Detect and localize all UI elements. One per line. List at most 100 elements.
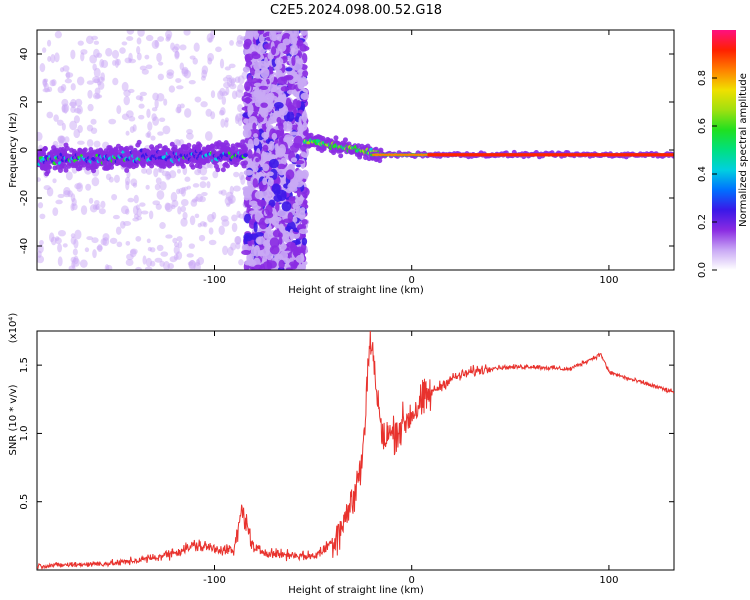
heatmap-cell	[240, 174, 246, 185]
heatmap-cell	[288, 44, 299, 56]
spectrogram-y-tick-label: 40	[19, 48, 30, 61]
heatmap-cell	[156, 244, 164, 252]
heatmap-cell	[267, 262, 273, 270]
heatmap-cell	[208, 227, 214, 235]
heatmap-cell	[70, 49, 76, 60]
heatmap-cell	[186, 132, 194, 140]
heatmap-cell	[290, 157, 298, 163]
heatmap-cell	[160, 251, 169, 257]
heatmap-cell	[295, 39, 304, 47]
spectrogram-x-axis-label: Height of straight line (km)	[288, 285, 424, 296]
heatmap-cell	[139, 91, 148, 97]
heatmap-cell	[206, 162, 212, 169]
heatmap-cell	[199, 166, 208, 176]
heatmap-cell	[261, 131, 270, 139]
heatmap-cell	[139, 65, 147, 71]
snr-line	[37, 331, 674, 570]
heatmap-cell	[253, 82, 262, 87]
heatmap-cell	[286, 241, 296, 248]
heatmap-cell	[292, 202, 299, 210]
heatmap-cell	[80, 52, 85, 62]
colorbar-tick-label: 0.4	[697, 166, 708, 182]
heatmap-cell	[300, 30, 308, 36]
spectrogram-y-tick-label: -40	[19, 238, 30, 254]
heatmap-cell	[278, 237, 283, 245]
heatmap-cell	[104, 264, 110, 270]
heatmap-cell	[292, 73, 301, 83]
heatmap-cell	[189, 55, 196, 60]
heatmap-cell	[76, 76, 85, 86]
heatmap-cell	[255, 157, 260, 163]
heatmap-cell	[194, 213, 200, 219]
heatmap-cell	[132, 205, 139, 216]
heatmap-cell	[194, 169, 202, 176]
heatmap-cell	[296, 99, 302, 109]
heatmap-cell	[111, 193, 118, 201]
heatmap-cell	[201, 192, 208, 197]
heatmap-cell	[294, 159, 305, 165]
heatmap-cell	[157, 131, 164, 136]
heatmap-cell	[79, 259, 88, 268]
heatmap-cell	[302, 199, 308, 205]
heatmap-cell	[140, 210, 149, 215]
heatmap-cell	[177, 240, 183, 249]
heatmap-cell	[56, 119, 64, 126]
heatmap-cell	[145, 132, 151, 138]
heatmap-cell	[277, 150, 283, 156]
heatmap-cell	[136, 37, 142, 45]
heatmap-cell	[47, 86, 53, 92]
heatmap-cell	[96, 245, 103, 251]
heatmap-cell	[262, 177, 268, 186]
heatmap-cell	[268, 158, 279, 169]
heatmap-cell	[138, 114, 145, 120]
heatmap-cell	[197, 143, 203, 149]
heatmap-cell	[275, 216, 282, 222]
heatmap-cell	[267, 84, 278, 93]
heatmap-cell	[137, 30, 145, 37]
heatmap-cell	[140, 163, 146, 169]
heatmap-cell	[242, 66, 250, 73]
heatmap-cell	[278, 168, 285, 176]
heatmap-cell	[145, 184, 150, 190]
heatmap-cell	[252, 122, 257, 132]
heatmap-cell	[179, 62, 185, 71]
heatmap-cell	[271, 33, 277, 42]
heatmap-cell	[267, 177, 274, 187]
heatmap-cell	[243, 169, 254, 176]
heatmap-cell	[184, 176, 191, 182]
heatmap-cell	[217, 90, 224, 100]
snr-y-tick-label: 1.5	[19, 357, 30, 373]
heatmap-cell	[82, 147, 88, 153]
colorbar-ticks: 0.0 0.2 0.4 0.6 0.8	[697, 70, 717, 278]
snr-x-tick-label: 0	[409, 575, 415, 586]
heatmap-cell	[197, 223, 202, 228]
heatmap-cell	[203, 221, 208, 228]
heatmap-cell	[136, 52, 142, 61]
heatmap-cell	[57, 193, 65, 199]
heatmap-cell	[273, 101, 284, 109]
heatmap-cell	[219, 58, 225, 69]
heatmap-cell	[242, 153, 248, 158]
heatmap-cell	[173, 245, 180, 255]
heatmap-cell	[282, 93, 287, 104]
heatmap-cell	[301, 111, 308, 123]
heatmap-cell	[124, 167, 130, 173]
heatmap-cell	[163, 261, 170, 270]
heatmap-cell	[283, 74, 294, 81]
heatmap-cell	[373, 146, 379, 152]
snr-y-axis-label: SNR (10 * v/v)	[8, 384, 19, 455]
heatmap-cell	[115, 226, 122, 235]
heatmap-cell	[169, 256, 177, 263]
heatmap-cell	[129, 126, 135, 134]
heatmap-cell	[77, 140, 85, 145]
heatmap-cell	[92, 63, 97, 71]
heatmap-cell	[98, 208, 106, 215]
heatmap-cell	[87, 103, 94, 112]
heatmap-cell	[91, 168, 97, 174]
heatmap-cell	[147, 121, 153, 131]
heatmap-cell	[125, 130, 130, 136]
heatmap-cell	[85, 183, 92, 191]
heatmap-cell	[147, 246, 152, 252]
heatmap-cell	[150, 260, 156, 267]
heatmap-cell	[254, 264, 263, 270]
